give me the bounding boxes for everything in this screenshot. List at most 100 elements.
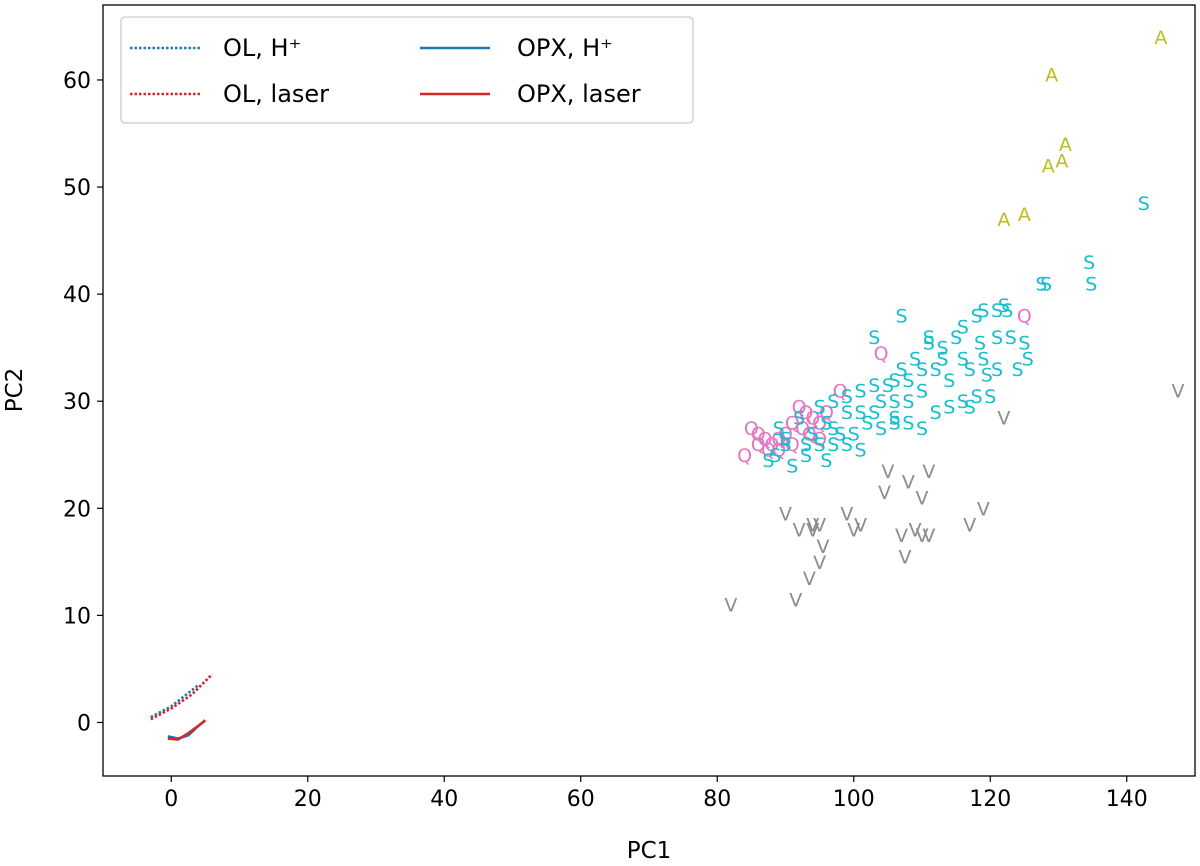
- data-point-s: S: [889, 407, 901, 429]
- data-point-s: S: [1001, 300, 1013, 322]
- legend-box: [120, 16, 694, 124]
- data-point-v: V: [878, 482, 891, 504]
- data-point-v: V: [724, 595, 737, 617]
- data-point-s: S: [957, 348, 969, 370]
- data-point-a: A: [1045, 65, 1058, 87]
- data-point-s: S: [916, 359, 928, 381]
- data-point-s: S: [1035, 273, 1047, 295]
- y-tick-label: 40: [63, 283, 91, 308]
- data-point-s: S: [827, 391, 839, 413]
- x-tick-label: 60: [567, 787, 595, 812]
- data-point-v: V: [902, 472, 915, 494]
- data-point-v: V: [1171, 381, 1184, 403]
- data-point-v: V: [922, 525, 935, 547]
- data-point-s: S: [971, 306, 983, 328]
- data-point-s: S: [868, 375, 880, 397]
- data-point-v: V: [854, 514, 867, 536]
- data-point-s: S: [889, 370, 901, 392]
- data-point-q: Q: [812, 429, 827, 451]
- data-point-s: S: [875, 418, 887, 440]
- data-point-s: S: [923, 332, 935, 354]
- data-point-s: S: [936, 338, 948, 360]
- plot-frame: [102, 4, 1196, 777]
- data-point-s: S: [936, 348, 948, 370]
- data-point-s: S: [868, 327, 880, 349]
- data-point-s: S: [1022, 348, 1034, 370]
- legend-label: OPX, H⁺: [517, 34, 613, 62]
- data-point-q: Q: [761, 439, 776, 461]
- data-point-v: V: [881, 461, 894, 483]
- data-point-q: Q: [771, 429, 786, 451]
- data-point-s: S: [855, 402, 867, 424]
- y-tick-label: 10: [63, 604, 91, 629]
- data-point-a: A: [1055, 150, 1068, 172]
- data-point-s: S: [950, 327, 962, 349]
- data-point-s: S: [779, 434, 791, 456]
- data-point-q: Q: [1017, 306, 1032, 328]
- data-point-s: S: [855, 381, 867, 403]
- data-point-s: S: [916, 418, 928, 440]
- x-tick-label: 120: [969, 787, 1011, 812]
- data-point-s: S: [889, 413, 901, 435]
- data-point-s: S: [991, 359, 1003, 381]
- data-point-v: V: [963, 514, 976, 536]
- y-tick-label: 50: [63, 176, 91, 201]
- data-point-v: V: [817, 536, 830, 558]
- data-point-s: S: [1018, 332, 1030, 354]
- data-point-s: S: [971, 386, 983, 408]
- x-tick-label: 40: [430, 787, 458, 812]
- vector-line: [150, 683, 200, 719]
- data-point-v: V: [977, 498, 990, 520]
- data-point-s: S: [827, 434, 839, 456]
- legend-label: OL, laser: [223, 80, 329, 108]
- data-point-q: Q: [792, 397, 807, 419]
- x-tick-label: 100: [833, 787, 875, 812]
- data-point-s: S: [800, 434, 812, 456]
- data-point-s: S: [930, 359, 942, 381]
- data-point-s: S: [875, 391, 887, 413]
- data-point-v: V: [840, 504, 853, 526]
- y-tick-label: 0: [77, 711, 91, 736]
- data-point-v: V: [997, 407, 1010, 429]
- data-point-s: S: [984, 386, 996, 408]
- y-axis-label: PC2: [2, 368, 28, 413]
- data-point-q: Q: [778, 423, 793, 445]
- data-point-s: S: [1138, 193, 1150, 215]
- data-point-v: V: [806, 514, 819, 536]
- data-point-s: S: [1083, 252, 1095, 274]
- data-point-s: S: [957, 391, 969, 413]
- y-tick-label: 30: [63, 390, 91, 415]
- legend: OL, H⁺ OPX, H⁺ OL, laser OPX, laser: [120, 16, 694, 124]
- data-point-v: V: [789, 589, 802, 611]
- x-axis-label: PC1: [627, 838, 672, 864]
- data-point-s: S: [977, 348, 989, 370]
- vector-line: [167, 719, 207, 741]
- data-point-s: S: [882, 375, 894, 397]
- data-point-q: Q: [805, 407, 820, 429]
- data-point-q: Q: [874, 343, 889, 365]
- data-point-v: V: [916, 525, 929, 547]
- x-tick-label: 20: [294, 787, 322, 812]
- data-point-v: V: [847, 520, 860, 542]
- data-point-s: S: [841, 386, 853, 408]
- data-point-s: S: [827, 418, 839, 440]
- data-point-s: S: [1085, 273, 1097, 295]
- data-point-a: A: [1059, 134, 1072, 156]
- data-point-s: S: [814, 397, 826, 419]
- data-point-q: Q: [737, 445, 752, 467]
- data-point-s: S: [814, 434, 826, 456]
- data-point-s: S: [1005, 327, 1017, 349]
- data-point-q: Q: [771, 439, 786, 461]
- data-point-s: S: [974, 332, 986, 354]
- data-point-v: V: [922, 461, 935, 483]
- y-tick-label: 20: [63, 497, 91, 522]
- data-point-q: Q: [785, 434, 800, 456]
- data-point-s: S: [820, 450, 832, 472]
- data-point-v: V: [909, 520, 922, 542]
- data-point-s: S: [895, 359, 907, 381]
- data-point-s: S: [868, 402, 880, 424]
- data-point-q: Q: [833, 381, 848, 403]
- data-point-s: S: [909, 348, 921, 370]
- data-point-s: S: [902, 391, 914, 413]
- data-point-s: S: [981, 364, 993, 386]
